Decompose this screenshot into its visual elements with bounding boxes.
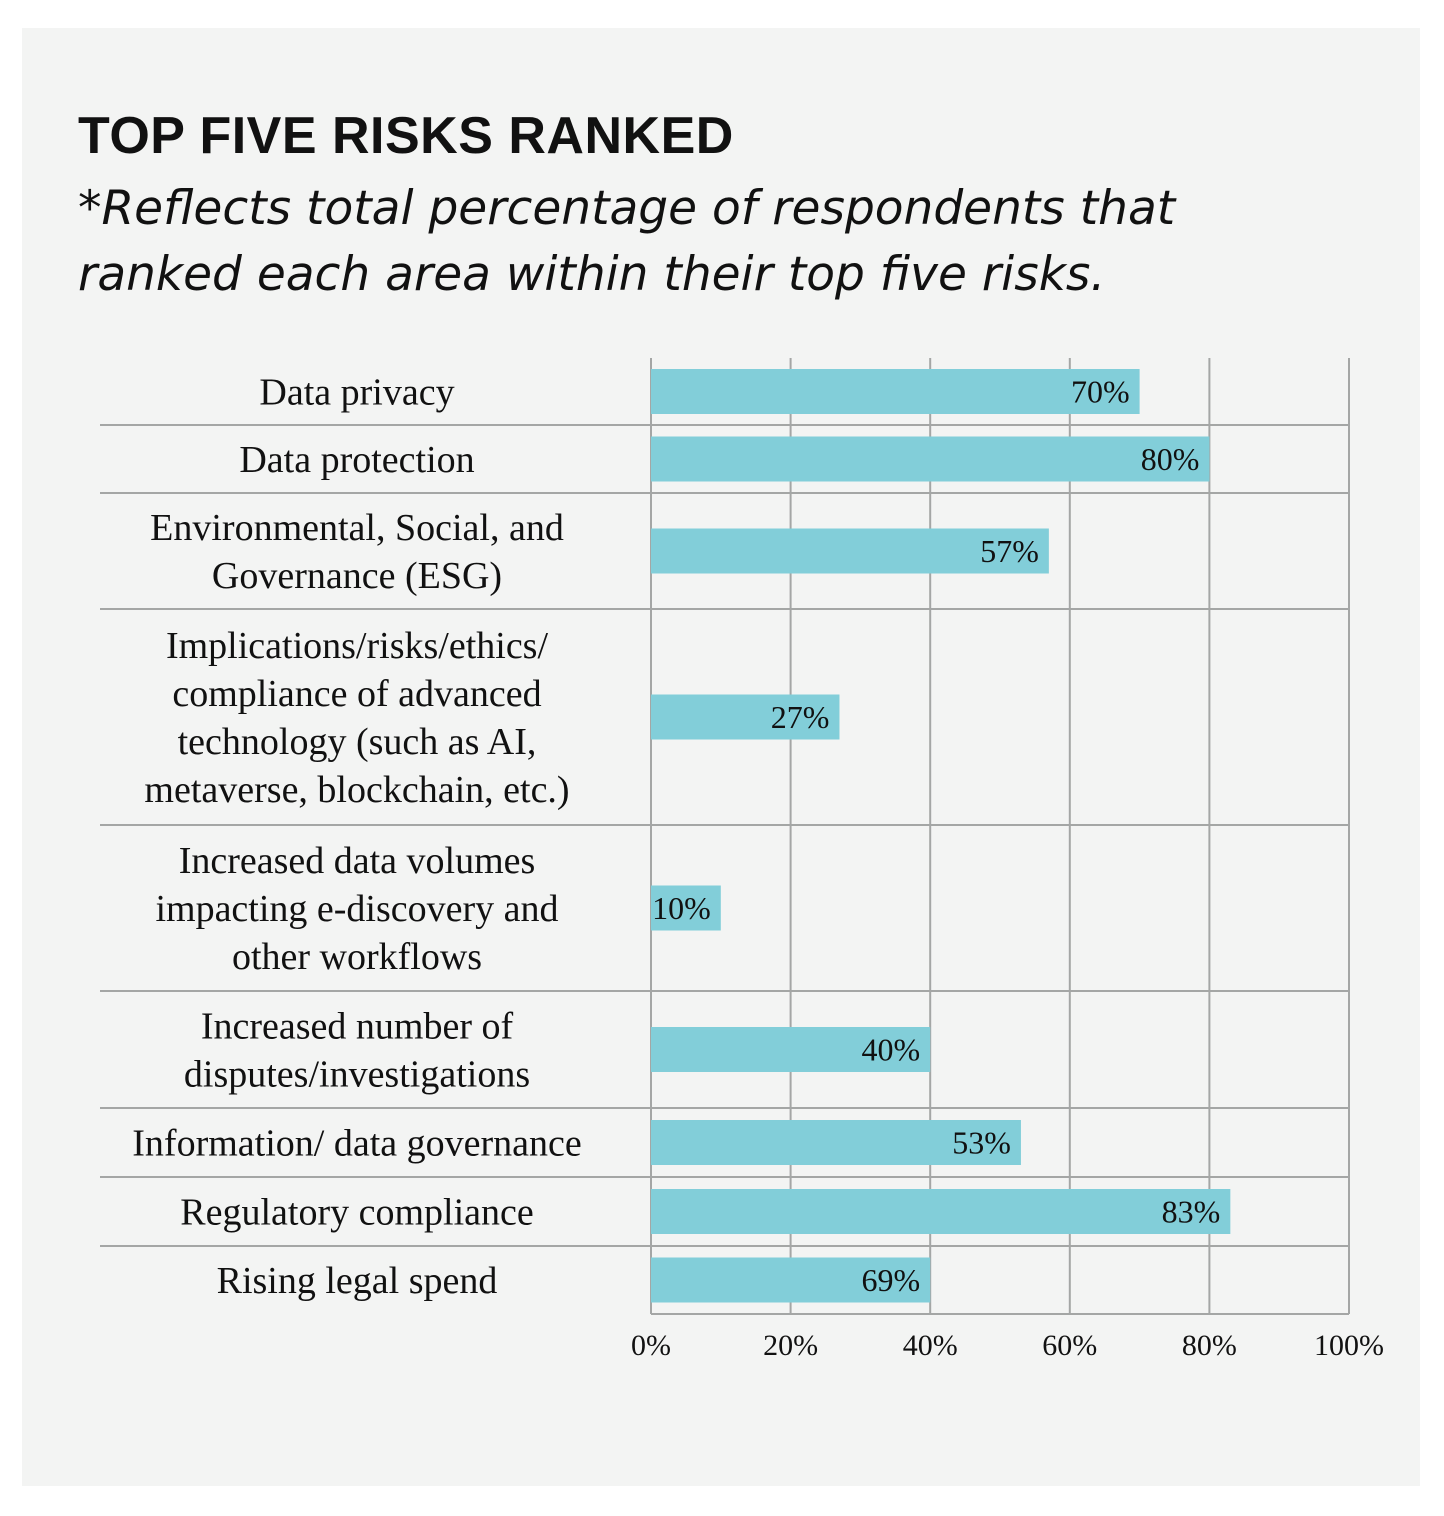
category-label: Increased data volumes impacting e-discov… [155, 840, 558, 978]
category-label: Increased number of disputes/investigatio… [184, 1006, 530, 1096]
bar-value-label: 70% [1071, 374, 1130, 410]
category-label: Implications/risks/ethics/compliance of … [144, 625, 569, 811]
bar [651, 885, 721, 931]
x-tick-label: 20% [763, 1329, 818, 1362]
bar-value-label: 57% [980, 533, 1039, 569]
x-tick-label: 60% [1042, 1329, 1097, 1362]
category-label: Regulatory compliance [180, 1192, 534, 1234]
x-tick-label: 100% [1314, 1329, 1384, 1362]
bar-value-label: 40% [862, 1032, 921, 1068]
x-tick-label: 40% [903, 1329, 958, 1362]
category-label: Rising legal spend [217, 1260, 498, 1302]
bar-value-label: 10% [652, 890, 711, 926]
chart-panel [22, 28, 1420, 1486]
category-label: Environmental, Social, and Governance (ES… [150, 507, 564, 597]
category-label: Information/ data governance [132, 1123, 581, 1165]
bar [651, 528, 1049, 574]
bar [651, 1189, 1231, 1234]
bar-value-label: 80% [1141, 441, 1200, 477]
chart-subtitle: *Reflects total percentage of respondent… [78, 181, 1176, 302]
bar-value-label: 53% [952, 1125, 1011, 1161]
bar-value-label: 69% [862, 1262, 921, 1298]
category-label: Data protection [239, 439, 474, 481]
bar [651, 694, 840, 740]
bar-value-label: 27% [771, 699, 830, 735]
x-tick-label: 80% [1182, 1329, 1237, 1362]
bar [651, 1257, 931, 1303]
bar [651, 1027, 931, 1072]
bar [651, 436, 1210, 482]
x-tick-label: 0% [631, 1329, 671, 1362]
bar [651, 1120, 1021, 1165]
category-label: Data privacy [259, 372, 454, 414]
bar-value-label: 83% [1162, 1194, 1221, 1230]
chart-title: TOP FIVE RISKS RANKED [78, 107, 734, 165]
bar [651, 369, 1140, 414]
